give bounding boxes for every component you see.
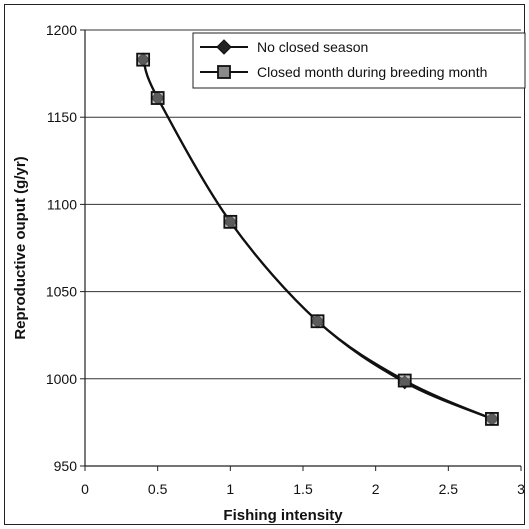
gridlines xyxy=(85,29,521,467)
axes xyxy=(80,29,522,471)
chart-frame xyxy=(4,4,525,525)
data-point-square xyxy=(485,412,499,426)
y-tick-label: 1100 xyxy=(47,196,77,212)
y-axis-title: Reproductive ouput (g/yr) xyxy=(12,156,29,339)
y-tick-labels: 950 1000 1050 1100 1150 1200 xyxy=(46,22,77,474)
data-point-square xyxy=(310,314,325,329)
legend-label-series-2: Closed month during breeding month xyxy=(257,64,487,80)
x-tick-label: 1 xyxy=(226,481,234,497)
data-point-square xyxy=(223,214,238,229)
x-axis-title: Fishing intensity xyxy=(223,507,343,524)
y-tick-label: 950 xyxy=(54,458,78,474)
x-tick-label: 2.5 xyxy=(439,481,459,497)
x-tick-label: 2 xyxy=(372,481,380,497)
legend: No closed season Closed month during bre… xyxy=(192,32,526,89)
data-point-square xyxy=(397,373,412,388)
x-tick-label: 0 xyxy=(81,481,89,497)
legend-label-series-1: No closed season xyxy=(257,39,368,55)
legend-box xyxy=(192,32,526,89)
x-tick-labels: 0 0.5 1 1.5 2 2.5 3 xyxy=(81,481,525,497)
series-lines xyxy=(142,59,493,420)
series-line-2 xyxy=(142,59,493,420)
y-tick-label: 1150 xyxy=(47,109,77,125)
y-tick-label: 1000 xyxy=(46,371,77,387)
x-tick-label: 3 xyxy=(517,481,525,497)
series-points xyxy=(136,52,500,426)
data-point-square xyxy=(136,52,151,67)
x-tick-label: 0.5 xyxy=(148,481,168,497)
series-line-1 xyxy=(142,59,493,420)
legend-marker-diamond xyxy=(216,39,232,55)
y-tick-label: 1200 xyxy=(46,22,77,38)
legend-marker-square xyxy=(217,65,231,79)
data-point-square xyxy=(150,91,165,105)
x-tick-label: 1.5 xyxy=(293,481,313,497)
y-tick-label: 1050 xyxy=(46,284,77,300)
